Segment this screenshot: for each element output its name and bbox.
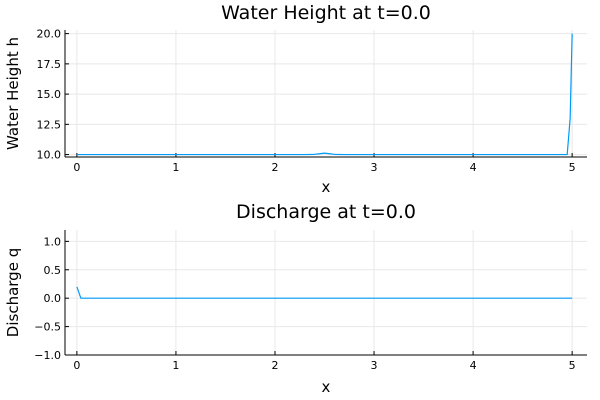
water-height-x-axis-title: x	[322, 178, 331, 196]
water-height-x-tick-label-2: 2	[271, 161, 278, 174]
discharge-y-tick-label-0: −1.0	[34, 349, 61, 362]
discharge-x-tick-label-5: 5	[569, 359, 576, 372]
discharge-panel: 0 1 2 3 4 5 −1.0 −0.5 0.0 0.5 1.0 Discharge at t=0.…	[4, 201, 587, 396]
water-height-x-tick-label-1: 1	[172, 161, 179, 174]
discharge-y-axis-title: Discharge q	[4, 248, 22, 337]
discharge-x-tick-label-1: 1	[172, 359, 179, 372]
discharge-chart-title: Discharge at t=0.0	[236, 201, 416, 223]
discharge-y-tick-label-3: 0.5	[44, 264, 62, 277]
water-height-x-tick-label-0: 0	[73, 161, 80, 174]
discharge-y-tick-label-2: 0.0	[44, 292, 62, 305]
water-height-y-tick-label-2: 15.0	[37, 88, 62, 101]
water-height-y-tick-label-3: 17.5	[37, 58, 62, 71]
water-height-y-tick-label-1: 12.5	[37, 118, 62, 131]
water-height-x-tick-label-4: 4	[470, 161, 477, 174]
water-height-chart-title: Water Height at t=0.0	[221, 2, 431, 24]
discharge-y-tick-label-1: −0.5	[34, 321, 61, 334]
water-height-x-tick-label-5: 5	[569, 161, 576, 174]
water-height-y-tick-label-0: 10.0	[37, 149, 62, 162]
discharge-x-tick-label-0: 0	[73, 359, 80, 372]
water-height-y-axis-title: Water Height h	[4, 37, 22, 150]
discharge-series-line-0	[76, 286, 573, 299]
discharge-x-tick-label-2: 2	[271, 359, 278, 372]
water-height-series-line-0	[76, 33, 573, 156]
discharge-y-tick-label-4: 1.0	[44, 235, 62, 248]
discharge-x-axis-title: x	[322, 378, 331, 396]
water-height-y-tick-label-4: 20.0	[37, 28, 62, 41]
water-height-x-tick-label-3: 3	[371, 161, 378, 174]
water-height-panel: 0 1 2 3 4 5 10.0 12.5 15.0 17.5 20.0 Water Height a…	[4, 2, 587, 196]
discharge-x-tick-label-4: 4	[470, 359, 477, 372]
discharge-x-tick-label-3: 3	[371, 359, 378, 372]
